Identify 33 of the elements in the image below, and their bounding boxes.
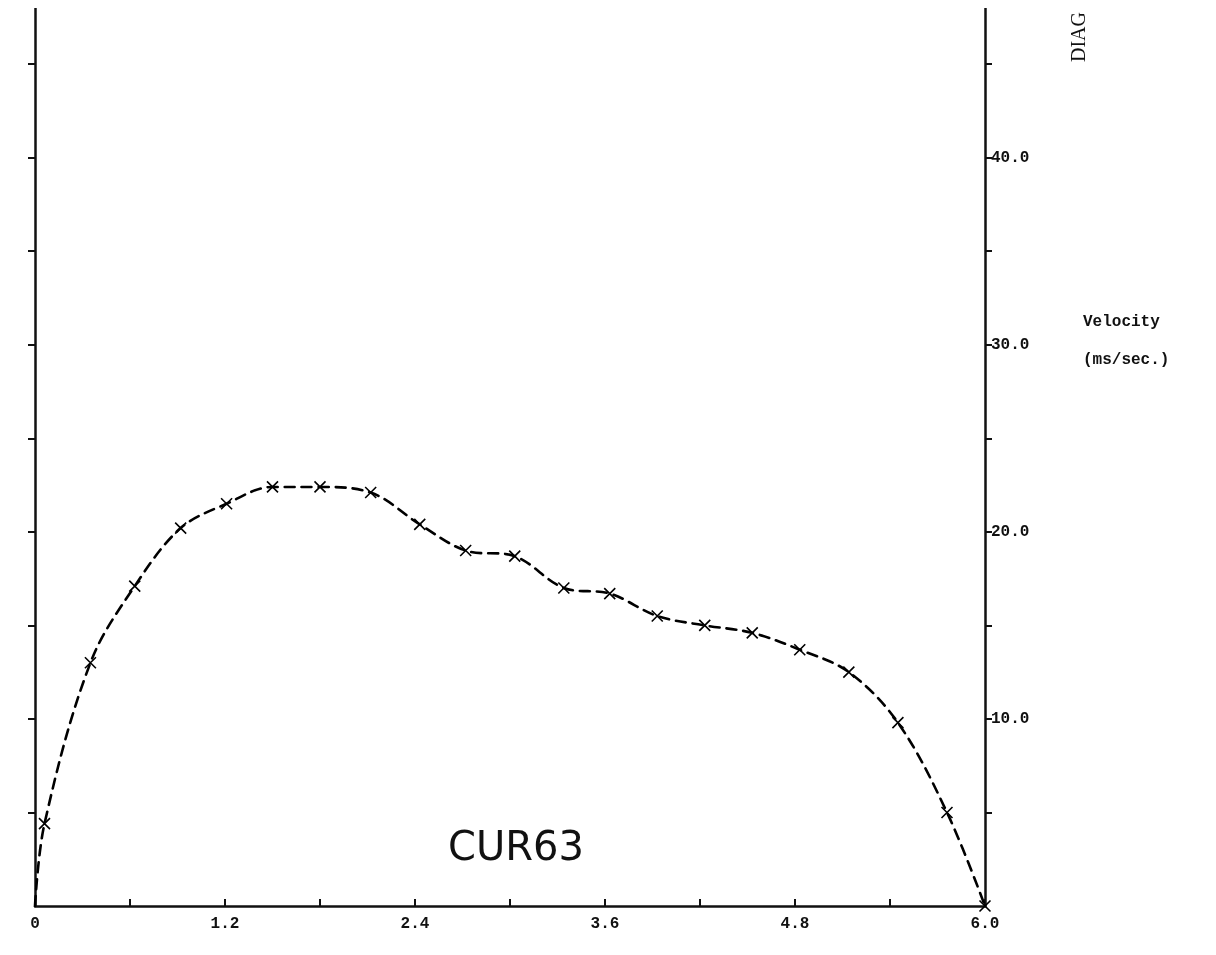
x-tick-label: 2.4 [400,915,430,933]
point [220,497,233,511]
x-tick-label: 4.8 [780,915,810,933]
point [313,480,327,494]
point [842,665,856,679]
point [266,480,279,494]
y-tick-label: 20.0 [991,522,1030,541]
point [940,806,954,819]
text: Velocity (ms/sec.) [1083,313,1170,369]
point [650,609,664,623]
point [364,486,377,499]
point [891,716,905,729]
x-tick-label: 0 [30,915,40,933]
point [174,521,187,535]
y-tick-label: 30.0 [991,335,1030,354]
x-tick-label: 1.2 [210,915,240,933]
point [459,544,472,557]
text: DIAG [1067,11,1089,62]
point [508,549,522,563]
point [557,581,571,595]
point [413,518,427,531]
x-tick-label: 6.0 [970,915,1000,933]
x-tick-label: 3.6 [590,915,620,933]
point [793,643,807,656]
point [128,579,142,593]
point [84,656,97,670]
y-tick-label: 10.0 [991,709,1030,728]
point [745,626,759,640]
point [603,587,617,600]
point [698,619,712,632]
y-tick-label: 40.0 [991,148,1030,167]
annotation: CUR63 [448,823,584,869]
point [38,817,51,830]
